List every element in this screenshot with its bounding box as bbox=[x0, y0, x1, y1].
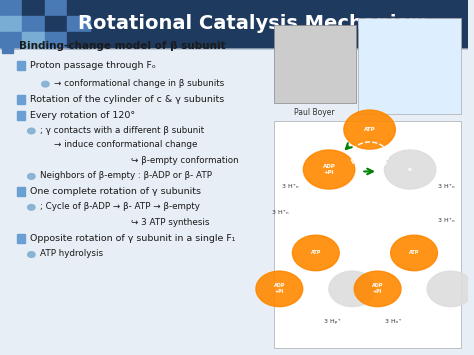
Text: 3 Hₚ⁺: 3 Hₚ⁺ bbox=[324, 319, 340, 324]
Bar bbox=[45, 32, 67, 48]
Text: ATP: ATP bbox=[409, 250, 419, 256]
Text: 3 H⁺ₙ: 3 H⁺ₙ bbox=[282, 184, 299, 189]
FancyBboxPatch shape bbox=[358, 18, 461, 114]
Circle shape bbox=[303, 150, 355, 189]
Text: ATP hydrolysis: ATP hydrolysis bbox=[40, 249, 103, 258]
Text: α: α bbox=[408, 167, 412, 172]
Bar bbox=[45, 0, 67, 16]
Text: ; γ contacts with a different β subunit: ; γ contacts with a different β subunit bbox=[40, 126, 204, 135]
Circle shape bbox=[292, 235, 339, 271]
Circle shape bbox=[354, 271, 401, 307]
Text: Neighbors of β-empty : β-ADP or β- ATP: Neighbors of β-empty : β-ADP or β- ATP bbox=[40, 171, 212, 180]
Text: Binding-change model of β subunit: Binding-change model of β subunit bbox=[18, 41, 225, 51]
Bar bbox=[18, 95, 25, 104]
Text: 3 H⁺ₙ: 3 H⁺ₙ bbox=[438, 218, 455, 223]
Text: ATP: ATP bbox=[310, 250, 321, 256]
Bar bbox=[22, 0, 45, 16]
Circle shape bbox=[256, 271, 303, 307]
Text: Opposite rotation of γ subunit in a single F₁: Opposite rotation of γ subunit in a sing… bbox=[30, 234, 236, 243]
Circle shape bbox=[344, 110, 395, 149]
Bar bbox=[22, 16, 45, 32]
Bar bbox=[67, 16, 90, 32]
Text: Rotation of the cylinder of c & γ subunits: Rotation of the cylinder of c & γ subuni… bbox=[30, 95, 225, 104]
Text: → conformational change in β subunits: → conformational change in β subunits bbox=[54, 79, 224, 88]
Bar bbox=[0, 16, 22, 32]
Bar bbox=[18, 234, 25, 243]
Bar bbox=[0, 0, 22, 16]
FancyBboxPatch shape bbox=[273, 121, 461, 348]
Circle shape bbox=[27, 174, 35, 179]
Circle shape bbox=[27, 204, 35, 210]
Circle shape bbox=[384, 150, 436, 189]
Bar bbox=[0, 32, 22, 48]
Text: 3 Hₙ⁺: 3 Hₙ⁺ bbox=[385, 319, 401, 324]
Circle shape bbox=[427, 271, 474, 307]
Text: → induce conformational change: → induce conformational change bbox=[54, 140, 197, 149]
Text: One complete rotation of γ subunits: One complete rotation of γ subunits bbox=[30, 187, 201, 196]
Text: ↪ 3 ATP synthesis: ↪ 3 ATP synthesis bbox=[131, 218, 210, 228]
Bar bbox=[67, 0, 90, 16]
Bar bbox=[22, 32, 45, 48]
Text: ; Cycle of β-ADP → β- ATP → β-empty: ; Cycle of β-ADP → β- ATP → β-empty bbox=[40, 202, 200, 211]
Text: ADP
+Pi: ADP +Pi bbox=[273, 284, 285, 294]
Text: ↪ β-empty conformation: ↪ β-empty conformation bbox=[131, 156, 238, 165]
Bar bbox=[2, 41, 13, 53]
Text: Rotational Catalysis Mechanism: Rotational Catalysis Mechanism bbox=[78, 15, 428, 33]
Text: 3 H⁺ₙ: 3 H⁺ₙ bbox=[438, 184, 455, 189]
Text: ADP
+Pi: ADP +Pi bbox=[323, 164, 336, 175]
Text: ATP: ATP bbox=[364, 127, 375, 132]
Text: Every rotation of 120°: Every rotation of 120° bbox=[30, 111, 136, 120]
Text: Proton passage through Fₒ: Proton passage through Fₒ bbox=[30, 61, 156, 70]
Bar bbox=[18, 61, 25, 70]
Bar bbox=[18, 111, 25, 120]
Circle shape bbox=[329, 271, 376, 307]
Text: Paul Boyer: Paul Boyer bbox=[294, 108, 335, 117]
FancyBboxPatch shape bbox=[273, 25, 356, 103]
Circle shape bbox=[42, 81, 49, 87]
Bar bbox=[45, 16, 67, 32]
Text: ADP
+Pi: ADP +Pi bbox=[372, 284, 383, 294]
Circle shape bbox=[27, 128, 35, 134]
Text: 3 H⁺ₙ: 3 H⁺ₙ bbox=[273, 211, 289, 215]
Bar bbox=[0, 0, 468, 48]
Circle shape bbox=[27, 252, 35, 257]
Bar bbox=[67, 32, 90, 48]
Circle shape bbox=[391, 235, 438, 271]
Bar bbox=[18, 187, 25, 196]
